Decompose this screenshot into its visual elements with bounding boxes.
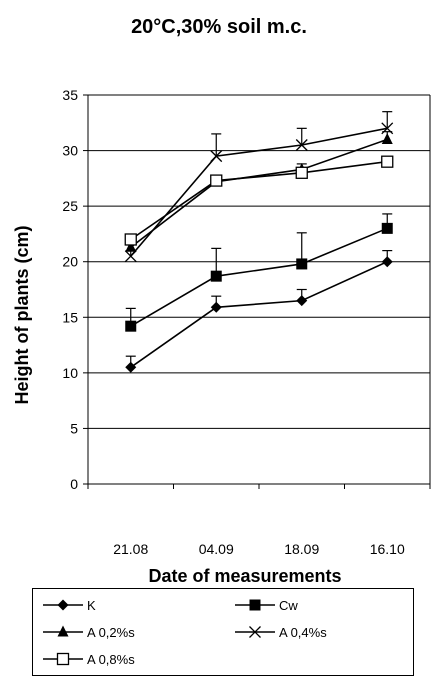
legend-item: A 0,2%s bbox=[41, 622, 135, 642]
series-1 bbox=[125, 213, 393, 332]
y-tick-label: 0 bbox=[70, 476, 78, 492]
data-point bbox=[210, 174, 223, 187]
y-tick-labels: 0 5 10 15 20 25 30 35 bbox=[62, 87, 78, 492]
legend-marker bbox=[57, 599, 69, 611]
data-point bbox=[125, 240, 137, 252]
y-tick-label: 25 bbox=[62, 198, 78, 214]
grid-lines bbox=[88, 94, 430, 429]
legend-label: A 0,2%s bbox=[87, 624, 135, 640]
y-axis-title: Height of plants (cm) bbox=[12, 225, 32, 404]
data-point bbox=[295, 166, 308, 179]
legend-item: Cw bbox=[233, 595, 298, 615]
chart-title: 20°C,30% soil m.c. bbox=[131, 16, 307, 38]
line-chart: 0 5 10 15 20 25 30 35 21.08 04.09 18.09 16.10 Heig… bbox=[12, 87, 431, 586]
series-4 bbox=[124, 155, 394, 246]
legend-swatch bbox=[43, 625, 83, 637]
legend-marker bbox=[57, 625, 69, 637]
y-tick-label: 10 bbox=[62, 365, 78, 381]
y-tick-label: 5 bbox=[70, 420, 78, 436]
data-point bbox=[125, 361, 137, 373]
legend-marker bbox=[56, 652, 70, 666]
data-point bbox=[381, 132, 393, 144]
legend-label: K bbox=[87, 597, 96, 613]
data-point bbox=[210, 270, 222, 282]
legend-marker bbox=[249, 599, 261, 611]
series-2 bbox=[125, 131, 393, 252]
legend-swatch bbox=[43, 599, 83, 611]
data-point bbox=[210, 301, 222, 313]
data-point bbox=[210, 150, 223, 163]
data-point bbox=[381, 256, 393, 268]
data-point bbox=[296, 295, 308, 307]
series-line bbox=[130, 138, 388, 248]
data-point bbox=[381, 222, 393, 234]
legend-label: Cw bbox=[279, 597, 298, 613]
data-point bbox=[381, 122, 394, 135]
x-tick-label: 21.08 bbox=[113, 541, 148, 557]
series-3 bbox=[124, 111, 394, 263]
legend: K Cw A 0,2%s A 0,4%s A 0,8%s bbox=[32, 588, 414, 676]
y-tick-label: 15 bbox=[62, 309, 78, 325]
x-tick-label: 18.09 bbox=[284, 541, 319, 557]
data-point bbox=[124, 233, 137, 246]
legend-item: A 0,8%s bbox=[41, 649, 135, 669]
series-line bbox=[130, 227, 388, 327]
legend-label: A 0,4%s bbox=[279, 624, 327, 640]
data-point bbox=[296, 258, 308, 270]
legend-label: A 0,8%s bbox=[87, 651, 135, 667]
y-tick-label: 35 bbox=[62, 87, 78, 103]
x-axis-title: Date of measurements bbox=[148, 566, 341, 586]
legend-swatch bbox=[43, 652, 83, 666]
series-group bbox=[124, 111, 394, 373]
axes bbox=[83, 94, 431, 489]
series-line bbox=[130, 127, 388, 257]
legend-item: A 0,4%s bbox=[233, 622, 327, 642]
x-tick-label: 16.10 bbox=[370, 541, 405, 557]
data-point bbox=[125, 320, 137, 332]
legend-swatch bbox=[235, 626, 275, 638]
data-point bbox=[295, 139, 308, 151]
data-point bbox=[124, 250, 137, 263]
y-tick-label: 20 bbox=[62, 254, 78, 270]
legend-marker bbox=[249, 626, 261, 638]
legend-item: K bbox=[41, 595, 96, 615]
series-line bbox=[130, 160, 388, 241]
x-tick-labels: 21.08 04.09 18.09 16.10 bbox=[113, 541, 405, 557]
x-tick-label: 04.09 bbox=[199, 541, 234, 557]
data-point bbox=[381, 155, 394, 168]
series-0 bbox=[125, 250, 393, 373]
y-tick-label: 30 bbox=[62, 143, 78, 159]
legend-swatch bbox=[235, 599, 275, 611]
series-line bbox=[130, 260, 388, 368]
